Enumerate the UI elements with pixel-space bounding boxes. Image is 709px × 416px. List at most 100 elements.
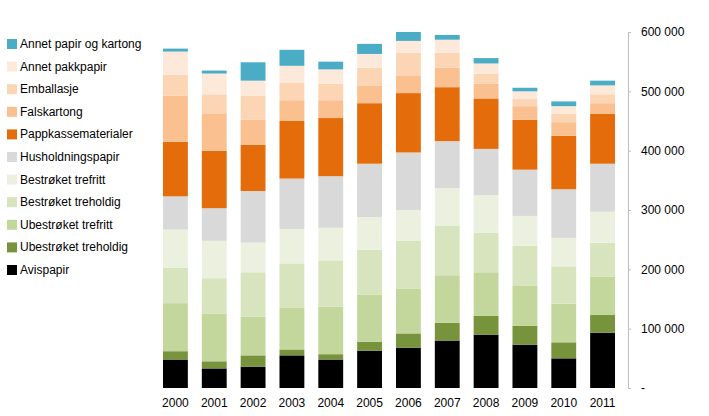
bar-segment <box>279 263 304 308</box>
bar-segment <box>590 94 615 103</box>
legend-item: Pappkassematerialer <box>7 127 133 141</box>
legend-swatch <box>7 175 17 185</box>
x-tick-label: 2007 <box>434 396 461 410</box>
legend-label: Ubestrøket trefritt <box>20 218 113 232</box>
bar-segment <box>279 355 304 388</box>
bar-segment <box>590 81 615 86</box>
y-tick: 300 000 <box>628 203 685 217</box>
x-tick: 2011 <box>590 396 616 410</box>
bar-segment <box>202 241 227 278</box>
bar-segment <box>551 106 576 114</box>
bar-segment <box>357 68 382 86</box>
legend-swatch <box>7 129 17 139</box>
bar-segment <box>551 358 576 388</box>
bar-segment <box>512 120 537 170</box>
bar-segment <box>357 351 382 388</box>
x-tick-label: 2005 <box>356 396 383 410</box>
legend-item: Falskartong <box>7 105 83 119</box>
bar-segment <box>551 101 576 106</box>
bar-segment <box>551 304 576 343</box>
x-tick-label: 2004 <box>317 396 344 410</box>
bar-segment <box>241 367 266 388</box>
bar-segment <box>318 176 343 228</box>
bar-segment <box>396 348 421 388</box>
y-tick-label: 400 000 <box>641 144 685 158</box>
legend-swatch <box>7 62 17 72</box>
bar-segment <box>590 114 615 164</box>
x-tick-label: 2011 <box>590 396 616 410</box>
bar-segment <box>241 95 266 119</box>
bar-segment <box>202 278 227 314</box>
bar-segment <box>163 95 188 141</box>
legend-item: Avispapir <box>7 263 69 277</box>
legend-swatch <box>7 265 17 275</box>
bar-segment <box>163 268 188 304</box>
bar-segment <box>435 35 460 40</box>
bar-segment <box>318 84 343 101</box>
chart: -100 000200 000300 000400 000500 000600 … <box>0 0 709 416</box>
legend-label: Emballasje <box>20 82 79 96</box>
bar-segment <box>318 354 343 359</box>
bar-segment <box>474 149 499 195</box>
x-tick-label: 2001 <box>201 396 228 410</box>
bar-segment <box>512 326 537 345</box>
legend-swatch <box>7 39 17 49</box>
y-axis-line <box>629 33 632 389</box>
bar-segment <box>241 272 266 317</box>
bar-segment <box>512 216 537 246</box>
bar-segment <box>318 62 343 70</box>
bar-segment <box>241 355 266 366</box>
legend-swatch <box>7 107 17 117</box>
bar-segment <box>512 246 537 286</box>
bar-segment <box>163 52 188 75</box>
bar-segment <box>241 317 266 356</box>
bar-segment <box>357 342 382 351</box>
bar-segment <box>279 100 304 121</box>
legend-swatch <box>7 84 17 94</box>
y-tick-label: 100 000 <box>641 322 685 336</box>
bar-segment <box>241 191 266 243</box>
bar-segment <box>163 196 188 229</box>
bar-segment <box>318 100 343 118</box>
bar-segment <box>590 276 615 315</box>
bar-segment <box>396 241 421 289</box>
bar-segment <box>163 230 188 268</box>
bar-segment <box>474 74 499 84</box>
bar-segment <box>474 272 499 315</box>
bar-segment <box>474 98 499 148</box>
bar-segment <box>318 228 343 261</box>
legend-item: Bestrøket trefritt <box>7 173 106 187</box>
bar-segment <box>474 63 499 73</box>
bar-segment <box>318 118 343 176</box>
bar-segment <box>590 333 615 388</box>
x-tick-label: 2009 <box>512 396 539 410</box>
bar-segment <box>241 81 266 96</box>
legend-label: Bestrøket trefritt <box>20 173 106 187</box>
bar-segment <box>396 32 421 41</box>
bar-segment <box>396 41 421 53</box>
legend-item: Emballasje <box>7 82 79 96</box>
legend: Annet papir og kartongAnnet pakkpapirEmb… <box>7 37 141 277</box>
bar-segment <box>202 71 227 74</box>
y-tick-mark <box>628 151 631 152</box>
legend-item: Bestrøket treholdig <box>7 195 121 209</box>
bar-segment <box>202 151 227 209</box>
legend-label: Bestrøket treholdig <box>20 195 121 209</box>
y-tick-label: 200 000 <box>641 263 685 277</box>
x-tick-label: 2006 <box>395 396 422 410</box>
x-axis: 2000200120022003200420052006200720082009… <box>162 396 616 410</box>
legend-label: Annet pakkpapir <box>20 60 107 74</box>
bar-segment <box>474 84 499 99</box>
x-tick: 2005 <box>356 396 383 410</box>
bar-segment <box>357 295 382 342</box>
x-tick: 2000 <box>162 396 189 410</box>
bar-segment <box>318 260 343 306</box>
bar-segment <box>590 164 615 212</box>
bar-segment <box>318 69 343 83</box>
bar-segment <box>474 58 499 63</box>
bar-segment <box>512 91 537 99</box>
legend-label: Husholdningspapir <box>20 150 119 164</box>
legend-item: Ubestrøket trefritt <box>7 218 113 232</box>
y-tick-mark <box>628 329 631 330</box>
bar-segment <box>279 179 304 229</box>
